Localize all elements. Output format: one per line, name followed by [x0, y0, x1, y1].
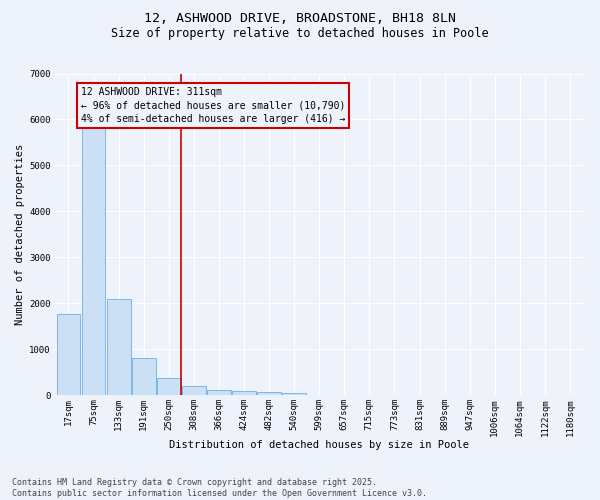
Bar	[207, 390, 231, 396]
Bar	[56, 314, 80, 396]
Text: 12, ASHWOOD DRIVE, BROADSTONE, BH18 8LN: 12, ASHWOOD DRIVE, BROADSTONE, BH18 8LN	[144, 12, 456, 26]
Bar	[132, 358, 155, 396]
Bar	[257, 392, 281, 396]
Bar	[182, 386, 206, 396]
Bar	[82, 128, 106, 396]
Text: Size of property relative to detached houses in Poole: Size of property relative to detached ho…	[111, 28, 489, 40]
X-axis label: Distribution of detached houses by size in Poole: Distribution of detached houses by size …	[169, 440, 469, 450]
Y-axis label: Number of detached properties: Number of detached properties	[15, 144, 25, 325]
Text: Contains HM Land Registry data © Crown copyright and database right 2025.
Contai: Contains HM Land Registry data © Crown c…	[12, 478, 427, 498]
Bar	[107, 299, 131, 396]
Text: 12 ASHWOOD DRIVE: 311sqm
← 96% of detached houses are smaller (10,790)
4% of sem: 12 ASHWOOD DRIVE: 311sqm ← 96% of detach…	[81, 88, 346, 124]
Bar	[157, 378, 181, 396]
Bar	[282, 393, 306, 396]
Bar	[232, 392, 256, 396]
